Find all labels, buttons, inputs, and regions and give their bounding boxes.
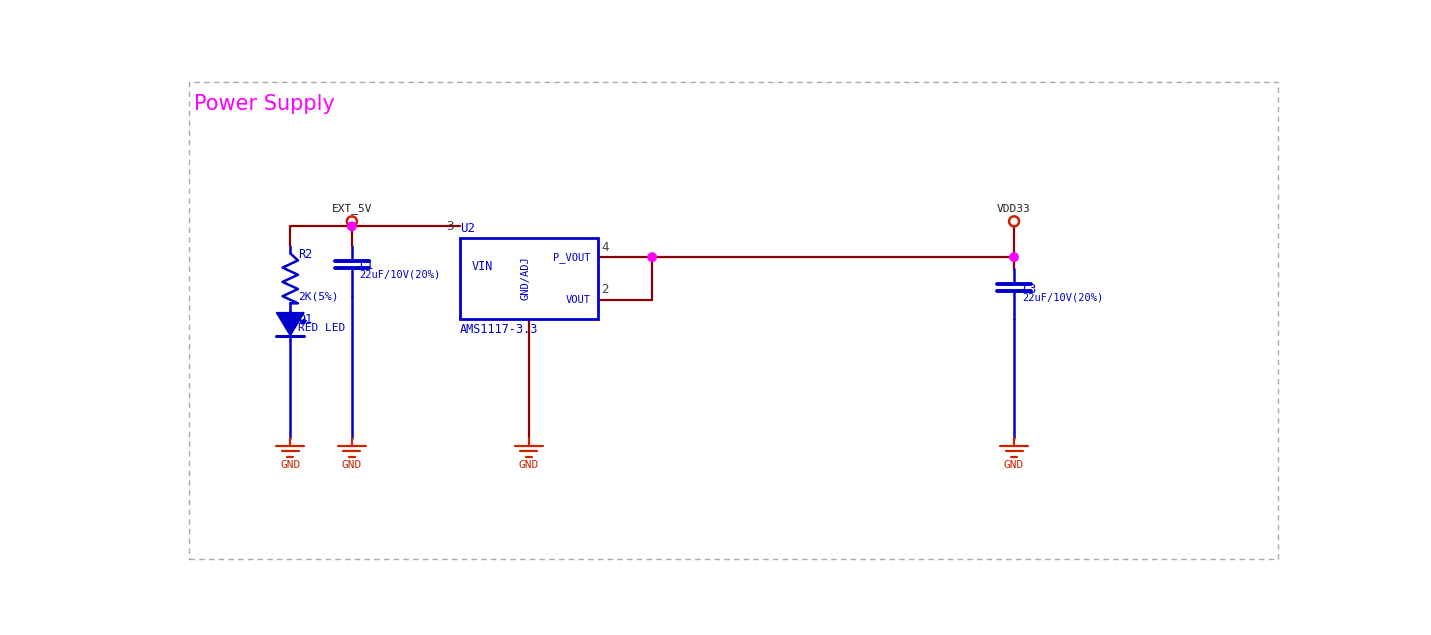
Text: GND: GND (342, 460, 362, 470)
Text: VOUT: VOUT (565, 295, 591, 305)
Text: GND: GND (280, 460, 301, 470)
Text: GND: GND (519, 460, 539, 470)
Text: AMS1117-3.3: AMS1117-3.3 (459, 323, 538, 336)
Text: VIN: VIN (471, 260, 492, 273)
Text: RED LED: RED LED (298, 323, 345, 333)
Text: 22uF/10V(20%): 22uF/10V(20%) (359, 269, 441, 279)
Text: GND: GND (1005, 460, 1025, 470)
Text: 4: 4 (601, 241, 608, 254)
Text: P_VOUT: P_VOUT (552, 251, 591, 263)
Circle shape (648, 253, 657, 262)
FancyBboxPatch shape (459, 238, 598, 319)
Text: VDD33: VDD33 (997, 204, 1030, 214)
Text: 3: 3 (446, 220, 454, 233)
Text: U2: U2 (459, 222, 475, 235)
Text: GND/ADJ: GND/ADJ (519, 257, 529, 300)
Text: C1: C1 (359, 260, 373, 272)
Text: Power Supply: Power Supply (195, 94, 335, 114)
Circle shape (1010, 253, 1019, 262)
Text: 22uF/10V(20%): 22uF/10V(20%) (1022, 293, 1103, 302)
Text: EXT_5V: EXT_5V (332, 203, 372, 214)
Text: R2: R2 (298, 248, 312, 261)
Text: 2K(5%): 2K(5%) (298, 292, 339, 302)
Circle shape (348, 222, 356, 231)
Polygon shape (276, 312, 305, 336)
Text: C3: C3 (1022, 283, 1036, 295)
Text: D1: D1 (298, 313, 312, 326)
Text: 2: 2 (601, 283, 608, 297)
